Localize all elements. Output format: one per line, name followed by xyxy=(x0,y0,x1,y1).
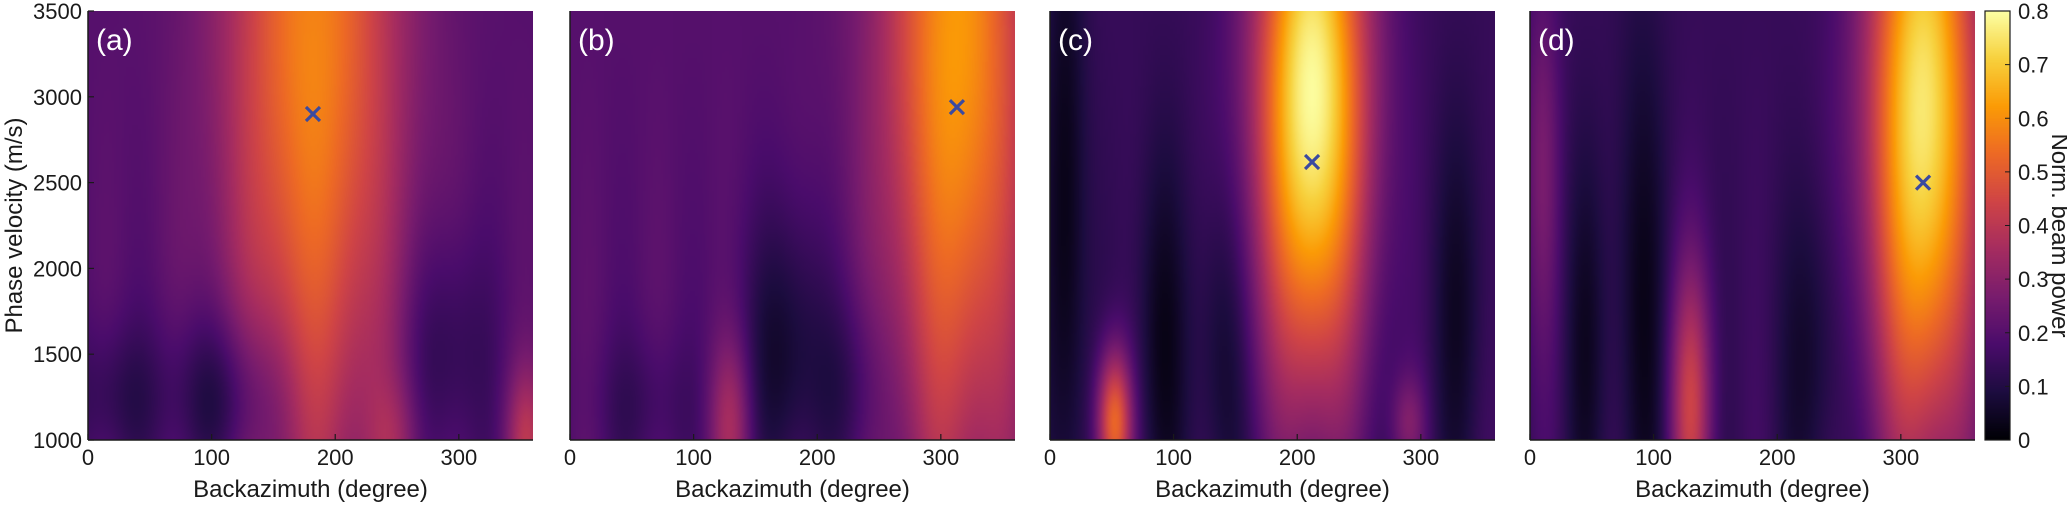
x-tick-label: 300 xyxy=(440,445,477,470)
x-tick-label: 300 xyxy=(1882,445,1919,470)
heatmap-0 xyxy=(88,11,533,440)
x-tick-label: 100 xyxy=(1635,445,1672,470)
x-tick-label: 200 xyxy=(317,445,354,470)
colorbar-tick-label: 0.1 xyxy=(2018,374,2049,399)
colorbar-tick-label: 0.8 xyxy=(2018,0,2049,24)
x-tick-label: 200 xyxy=(1759,445,1796,470)
y-tick-label: 2500 xyxy=(33,171,82,196)
x-tick-label: 100 xyxy=(675,445,712,470)
x-axis-label: Backazimuth (degree) xyxy=(1635,476,1870,503)
x-tick-label: 300 xyxy=(1402,445,1439,470)
x-tick-label: 200 xyxy=(1279,445,1316,470)
heatmap-2 xyxy=(1050,11,1495,440)
x-tick-label: 0 xyxy=(1044,445,1056,470)
y-tick-label: 3500 xyxy=(33,0,82,24)
peak-marker-stroke-2 xyxy=(948,98,966,116)
panel-label: (c) xyxy=(1058,24,1093,57)
y-tick-label: 1000 xyxy=(33,428,82,453)
x-axis-label: Backazimuth (degree) xyxy=(1155,476,1390,503)
panel-label: (a) xyxy=(96,24,133,57)
y-tick-label: 1500 xyxy=(33,342,82,367)
x-tick-label: 200 xyxy=(799,445,836,470)
y-tick-label: 2000 xyxy=(33,256,82,281)
heatmap-1 xyxy=(570,11,1015,440)
colorbar-tick-label: 0.5 xyxy=(2018,160,2049,185)
x-tick-label: 0 xyxy=(564,445,576,470)
y-tick-label: 3000 xyxy=(33,85,82,110)
panel-label: (b) xyxy=(578,24,615,57)
x-tick-label: 300 xyxy=(922,445,959,470)
heatmap-3 xyxy=(1530,11,1975,440)
y-axis-label: Phase velocity (m/s) xyxy=(1,117,28,333)
colorbar-tick-label: 0.6 xyxy=(2018,106,2049,131)
colorbar-tick-label: 0.7 xyxy=(2018,53,2049,78)
peak-marker-stroke-2 xyxy=(304,105,322,123)
x-tick-label: 100 xyxy=(193,445,230,470)
peak-marker-stroke-2 xyxy=(1303,153,1321,171)
x-axis-label: Backazimuth (degree) xyxy=(675,476,910,503)
colorbar-tick-label: 0 xyxy=(2018,428,2030,453)
x-tick-label: 0 xyxy=(1524,445,1536,470)
peak-marker-stroke-2 xyxy=(1914,174,1932,191)
colorbar-label: Norm. beam power xyxy=(2046,133,2067,337)
panel-label: (d) xyxy=(1538,24,1575,57)
x-tick-label: 100 xyxy=(1155,445,1192,470)
colorbar-tick-label: 0.3 xyxy=(2018,267,2049,292)
x-axis-label: Backazimuth (degree) xyxy=(193,476,428,503)
colorbar-tick-label: 0.4 xyxy=(2018,214,2049,239)
x-tick-label: 0 xyxy=(82,445,94,470)
colorbar-tick-label: 0.2 xyxy=(2018,321,2049,346)
